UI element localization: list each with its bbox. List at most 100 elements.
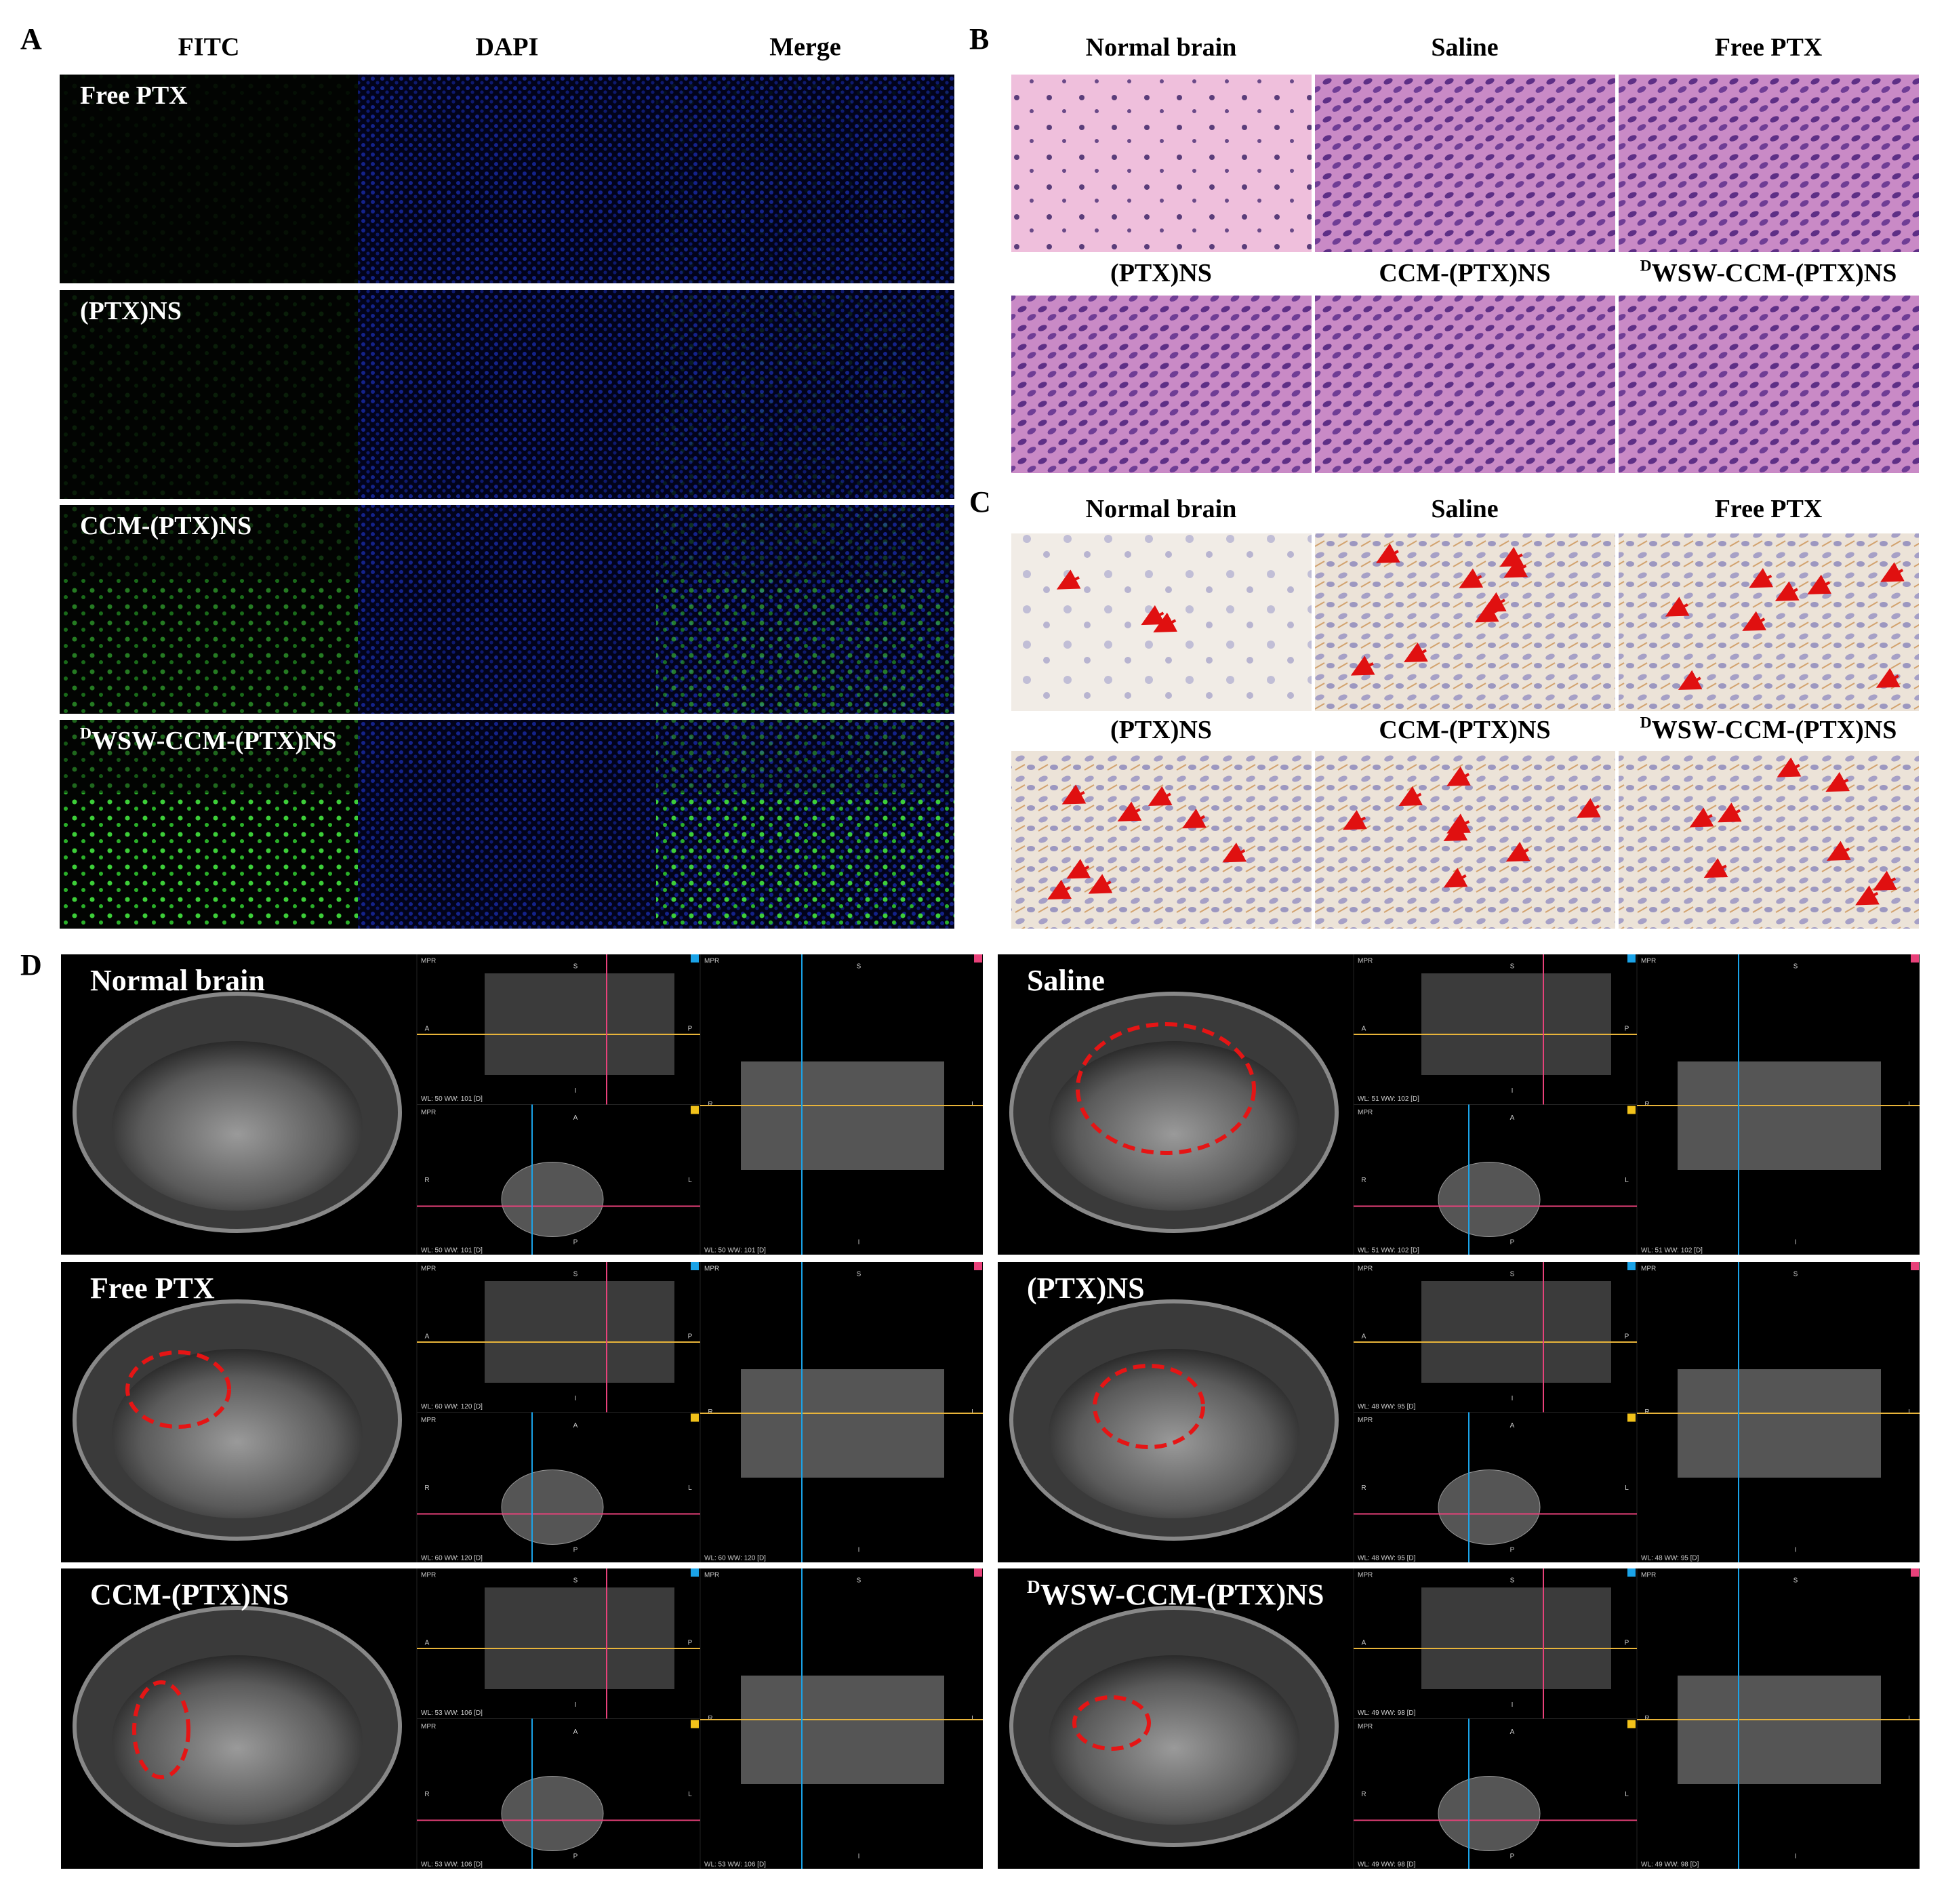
red-arrow [1117, 801, 1142, 822]
viewer-text: A [425, 1333, 430, 1340]
micrograph [1315, 296, 1615, 473]
label-text: Free PTX [1715, 495, 1823, 523]
red-arrow [1678, 670, 1703, 690]
row-label: DWSW-CCM-(PTX)NS [80, 725, 337, 755]
superscript: D [1640, 258, 1652, 275]
viewer-text: WL: 53 WW: 106 [D] [421, 1709, 483, 1717]
viewer-text: P [688, 1025, 693, 1032]
red-arrow [1742, 611, 1767, 631]
viewer-marker [691, 1568, 699, 1577]
fluorescence-image [358, 505, 656, 714]
micrograph [1315, 533, 1615, 711]
block-border [58, 1259, 986, 1565]
viewer-text: MPR [1358, 1417, 1373, 1424]
viewer-text: S [857, 1577, 861, 1585]
viewer-text: MPR [704, 958, 719, 965]
sample-label: CCM-(PTX)NS [1379, 716, 1550, 744]
viewer-text: L [688, 1177, 692, 1184]
row-label: CCM-(PTX)NS [80, 512, 251, 540]
brain [112, 1041, 363, 1211]
viewer-text: P [1510, 1853, 1515, 1861]
viewer-text: L [1625, 1177, 1629, 1184]
micrograph [1619, 533, 1919, 711]
viewer-text: MPR [421, 1572, 436, 1579]
viewer-text: I [1512, 1087, 1514, 1095]
sample-label: Free PTX [1715, 495, 1823, 523]
viewer-marker [1627, 1720, 1636, 1728]
sample-label: Normal brain [1086, 33, 1237, 62]
sample-label: Free PTX [1715, 33, 1823, 62]
red-arrow [1689, 807, 1714, 828]
label-text: Normal brain [90, 964, 265, 997]
superscript: D [80, 725, 92, 743]
tumor-outline [132, 1680, 190, 1779]
fluorescence-image [358, 720, 656, 929]
viewer-text: R [1361, 1484, 1366, 1492]
red-arrow [1873, 870, 1897, 891]
brain [112, 1349, 363, 1518]
red-arrow [1182, 808, 1207, 829]
viewer-text: WL: 50 WW: 101 [D] [421, 1247, 483, 1255]
sample-label: Normal brain [1086, 495, 1237, 523]
group-label: Normal brain [90, 964, 265, 997]
sample-label: Saline [1431, 33, 1498, 62]
coronal [741, 1061, 944, 1170]
label-text: Free PTX [1715, 33, 1823, 62]
block-border [995, 1566, 1922, 1871]
viewer-text: P [573, 1547, 578, 1554]
viewer-text: MPR [1358, 1723, 1373, 1730]
viewer-text: MPR [704, 1265, 719, 1273]
micrograph [1011, 75, 1312, 252]
fluorescence-image [358, 290, 656, 499]
viewer-marker [974, 1568, 982, 1577]
label-text: WSW-CCM-(PTX)NS [1040, 1578, 1324, 1611]
group-label: Saline [1027, 964, 1105, 997]
viewer-text: R [424, 1791, 429, 1798]
fluorescence-image [358, 75, 656, 283]
sagittal [1421, 1587, 1611, 1689]
viewer-text: S [1793, 1271, 1798, 1278]
sample-label: (PTX)NS [1110, 259, 1212, 287]
viewer-text: S [1510, 1577, 1515, 1585]
viewer-marker [691, 954, 699, 963]
viewer-text: L [971, 1715, 975, 1722]
viewer-text: MPR [1358, 1265, 1373, 1273]
green-signal [656, 792, 954, 929]
sagittal [485, 973, 674, 1075]
viewer-text: L [971, 1101, 975, 1108]
red-arrow [1398, 786, 1423, 807]
panel-letter: A [20, 22, 42, 56]
sample-label: DWSW-CCM-(PTX)NS [1640, 258, 1897, 287]
red-arrow [1749, 568, 1774, 588]
viewer-text: R [424, 1177, 429, 1184]
viewer-text: WL: 60 WW: 120 [D] [704, 1555, 766, 1562]
viewer-text: S [573, 1577, 578, 1585]
label-text: (PTX)NS [1110, 259, 1212, 287]
viewer-text: S [857, 963, 861, 971]
viewer-text: MPR [421, 1109, 436, 1116]
label-text: Saline [1027, 964, 1105, 997]
viewer-text: S [857, 1271, 861, 1278]
green-signal [656, 290, 954, 499]
sagittal [485, 1281, 674, 1383]
viewer-text: WL: 50 WW: 101 [D] [421, 1095, 483, 1103]
viewer-text: L [1908, 1715, 1912, 1722]
sample-label: (PTX)NS [1110, 716, 1212, 744]
micrograph [1315, 75, 1615, 252]
viewer-text: P [1510, 1547, 1515, 1554]
green-signal [656, 578, 954, 714]
viewer-text: R [1644, 1409, 1649, 1416]
viewer-text: R [1644, 1101, 1649, 1108]
red-arrow [1350, 655, 1375, 676]
viewer-text: L [971, 1409, 975, 1416]
brain [1049, 1349, 1299, 1518]
red-arrow [1777, 757, 1802, 777]
brain [112, 1655, 363, 1825]
viewer-text: L [1625, 1791, 1629, 1798]
micrograph [1011, 296, 1312, 473]
tumor-outline [1093, 1364, 1205, 1449]
viewer-text: A [573, 1114, 578, 1122]
red-arrow [1880, 562, 1905, 582]
block-border [58, 1566, 986, 1871]
viewer-text: I [1795, 1853, 1797, 1861]
